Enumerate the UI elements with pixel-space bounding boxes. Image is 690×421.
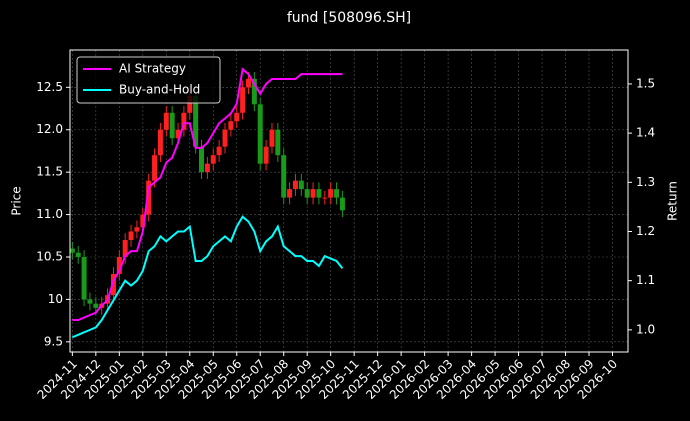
y-tick-label: 11.5 — [36, 165, 63, 179]
candle-body — [169, 112, 175, 139]
candle-body — [304, 189, 310, 198]
candle-body — [163, 112, 169, 130]
candle-body — [334, 189, 340, 198]
legend-label: Buy-and-Hold — [119, 83, 200, 97]
candle-body — [263, 146, 269, 164]
candle-body — [328, 189, 334, 198]
candle-body — [152, 155, 158, 181]
candle-body — [199, 146, 205, 173]
candle-body — [146, 180, 152, 215]
candle-body — [228, 121, 234, 130]
candle-body — [75, 252, 81, 257]
y-tick-label: 10.5 — [36, 249, 63, 263]
candle-body — [204, 163, 210, 173]
candle-body — [322, 197, 328, 199]
candle-body — [122, 240, 128, 257]
y2-axis-label: Return — [666, 181, 680, 221]
y-tick-label: 9.5 — [44, 334, 63, 348]
candle-body — [240, 87, 246, 113]
candle-body — [216, 146, 222, 156]
y2-tick-label: 1.5 — [636, 76, 655, 90]
candle-body — [269, 129, 275, 147]
candle-body — [69, 248, 75, 253]
legend-label: AI Strategy — [119, 62, 186, 76]
candle-body — [193, 95, 199, 147]
candle-body — [251, 78, 257, 105]
candle-body — [222, 129, 228, 147]
plot-frame — [69, 49, 629, 353]
candle-body — [245, 78, 251, 88]
series-line — [72, 67, 343, 322]
y2-tick-label: 1.4 — [636, 126, 655, 140]
y-tick-label: 12.5 — [36, 80, 63, 94]
candle-body — [298, 180, 304, 190]
candle-body — [81, 256, 87, 300]
candle-body — [339, 197, 345, 211]
candle-body — [87, 299, 93, 304]
candle-body — [187, 95, 193, 113]
y-tick-label: 10 — [48, 292, 63, 306]
series-line — [71, 215, 344, 339]
legend: AI Strategy Buy-and-Hold — [76, 56, 221, 104]
candle-body — [93, 303, 99, 308]
candle-body — [210, 155, 216, 164]
candle-body — [292, 180, 298, 190]
y2-tick-label: 1.1 — [636, 273, 655, 287]
candle-body — [128, 231, 134, 241]
candle-body — [175, 129, 181, 139]
candle-body — [110, 273, 116, 296]
y2-tick-label: 1.0 — [636, 322, 655, 336]
candle-body — [257, 104, 263, 164]
candle-body — [275, 129, 281, 156]
y2-tick-label: 1.3 — [636, 175, 655, 189]
legend-box — [76, 56, 221, 104]
y2-tick-label: 1.2 — [636, 224, 655, 238]
candle-body — [316, 189, 322, 198]
y-tick-label: 12.0 — [36, 122, 63, 136]
chart-title: fund [508096.SH] — [287, 10, 411, 26]
candle-body — [116, 256, 122, 274]
y-tick-label: 11.0 — [36, 207, 63, 221]
candle-body — [134, 227, 140, 232]
candle-body — [287, 189, 293, 198]
candle-body — [157, 129, 163, 156]
candle-body — [140, 214, 146, 228]
candle-body — [281, 155, 287, 198]
y-axis-label: Price — [10, 186, 24, 215]
candle-body — [234, 112, 240, 122]
candle-body — [310, 189, 316, 198]
candle-body — [181, 112, 187, 130]
